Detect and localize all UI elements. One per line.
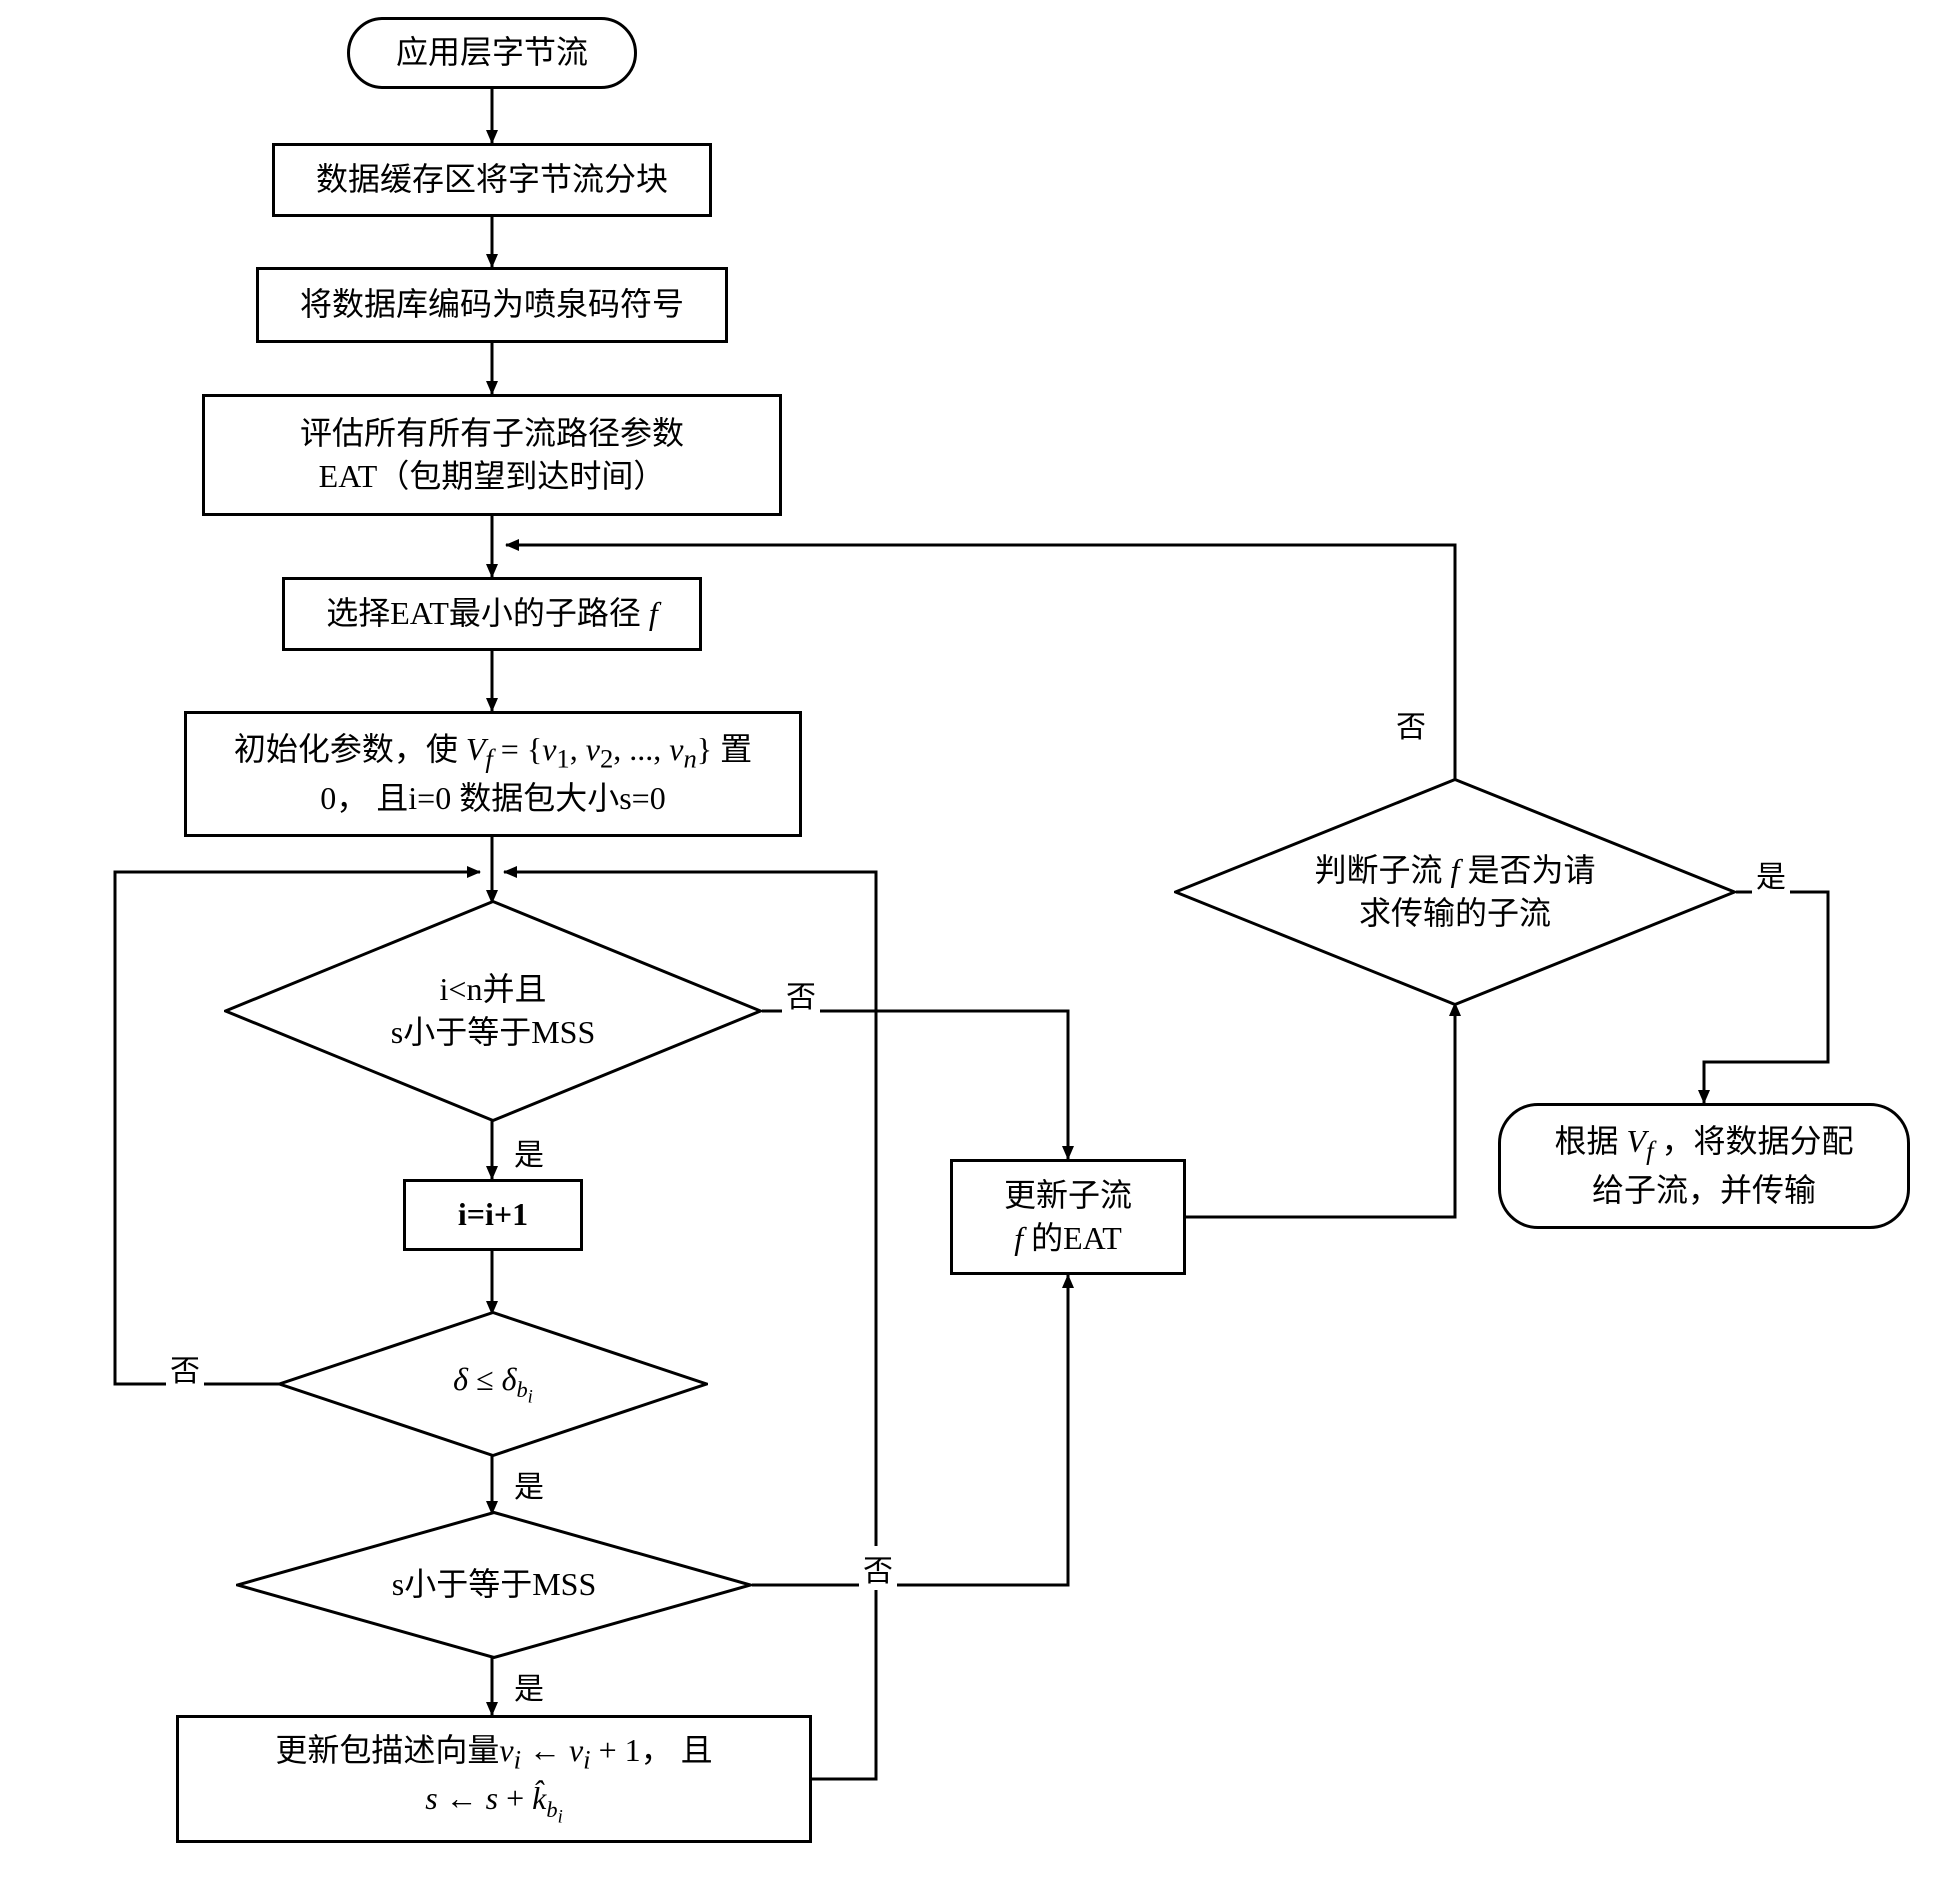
edge-label-e17: 是	[1752, 852, 1790, 896]
flowchart-node-n9: δ ≤ δbi	[278, 1311, 708, 1457]
flowchart-node-n3: 将数据库编码为喷泉码符号	[256, 267, 728, 343]
node-label: 初始化参数，使 Vf = {v1, v2, ..., vn} 置0， 且i=0 …	[234, 728, 752, 820]
node-label: 判断子流 f 是否为请求传输的子流	[1275, 849, 1636, 935]
node-label: s小于等于MSS	[352, 1563, 637, 1606]
node-label: 数据缓存区将字节流分块	[316, 158, 668, 201]
node-label: 根据 Vf ，将数据分配给子流，并传输	[1555, 1120, 1854, 1212]
flowchart-edge-e15	[1186, 1003, 1455, 1217]
flowchart-edge-e14	[752, 1275, 1068, 1585]
flowchart-node-n4: 评估所有所有子流路径参数EAT（包期望到达时间）	[202, 394, 782, 516]
edge-label-e7: 是	[510, 1130, 548, 1174]
node-label: 评估所有所有子流路径参数EAT（包期望到达时间）	[300, 412, 684, 498]
flowchart-node-n14: 根据 Vf ，将数据分配给子流，并传输	[1498, 1103, 1910, 1229]
edge-label-e14: 否	[859, 1546, 897, 1590]
edge-label-e16: 否	[1392, 702, 1430, 746]
node-label: 选择EAT最小的子路径 f	[326, 592, 658, 635]
flowchart-edge-e13	[762, 1011, 1068, 1159]
node-label: 将数据库编码为喷泉码符号	[300, 283, 684, 326]
edge-label-e12: 否	[166, 1346, 204, 1390]
flowchart-node-n8: i=i+1	[403, 1179, 583, 1251]
flowchart-node-n1: 应用层字节流	[347, 17, 637, 89]
flowchart-node-n11: 更新包描述向量vi ← vi + 1， 且s ← s + k̂bi	[176, 1715, 812, 1843]
flowchart-node-n7: i<n并且s小于等于MSS	[224, 900, 762, 1122]
flowchart-node-n10: s小于等于MSS	[236, 1511, 752, 1659]
edge-label-e9: 是	[510, 1462, 548, 1506]
node-label: 更新包描述向量vi ← vi + 1， 且s ← s + k̂bi	[275, 1729, 712, 1829]
edge-label-e10: 是	[510, 1664, 548, 1708]
node-label: 应用层字节流	[396, 31, 588, 74]
node-label: i=i+1	[458, 1193, 528, 1236]
flowchart-node-n6: 初始化参数，使 Vf = {v1, v2, ..., vn} 置0， 且i=0 …	[184, 711, 802, 837]
node-label: δ ≤ δbi	[413, 1358, 573, 1410]
node-label: 更新子流f 的EAT	[1004, 1174, 1132, 1260]
flowchart-node-n12: 更新子流f 的EAT	[950, 1159, 1186, 1275]
edge-label-e13: 否	[782, 972, 820, 1016]
flowchart-node-n2: 数据缓存区将字节流分块	[272, 143, 712, 217]
flowchart-node-n5: 选择EAT最小的子路径 f	[282, 577, 702, 651]
flowchart-node-n13: 判断子流 f 是否为请求传输的子流	[1174, 778, 1736, 1006]
node-label: i<n并且s小于等于MSS	[351, 968, 636, 1054]
